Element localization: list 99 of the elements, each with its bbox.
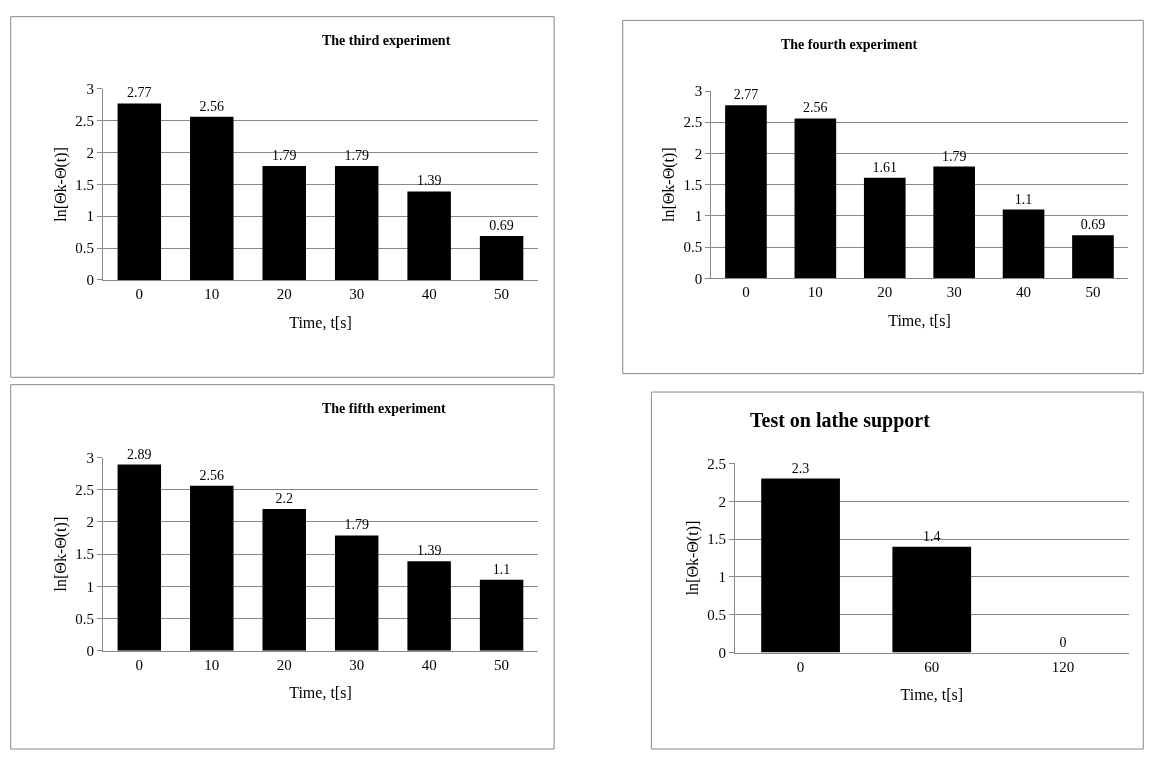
x-tick-label: 40 — [1016, 284, 1032, 301]
data-label: 2.77 — [733, 87, 759, 103]
x-tick-label: 50 — [1085, 284, 1101, 301]
bar — [407, 191, 451, 280]
data-label: 0.69 — [489, 217, 514, 233]
y-tick-label: 3 — [694, 83, 703, 100]
y-tick-label: 2.5 — [707, 455, 726, 472]
x-tick-label: 10 — [807, 284, 823, 301]
x-axis-title: Time, t[s] — [900, 686, 964, 704]
bar — [190, 485, 234, 651]
bar — [479, 579, 524, 651]
x-tick-label: 0 — [796, 658, 805, 675]
y-tick-label: 1.5 — [683, 176, 703, 193]
bar — [117, 103, 162, 280]
chart-title: Test on lathe support — [750, 409, 931, 432]
x-tick-label: 20 — [877, 284, 893, 301]
bar — [933, 166, 975, 279]
data-label: 1.79 — [344, 147, 369, 163]
data-label: 2.56 — [199, 98, 225, 114]
x-tick-label: 0 — [135, 285, 144, 302]
bar — [479, 235, 524, 280]
data-label: 1.4 — [923, 528, 941, 544]
y-tick-label: 2 — [718, 493, 726, 510]
data-label: 1.79 — [344, 517, 369, 533]
x-tick-label: 30 — [946, 284, 962, 301]
bar — [407, 561, 451, 651]
x-tick-label: 0 — [742, 284, 750, 301]
x-tick-label: 60 — [924, 658, 940, 675]
chart-title: The fifth experiment — [322, 401, 446, 416]
x-axis-title: Time, t[s] — [289, 684, 352, 702]
y-tick-label: 0.5 — [75, 240, 95, 257]
y-tick-label: 2 — [86, 144, 95, 161]
y-tick-label: 1 — [694, 208, 703, 225]
y-tick-label: 0.5 — [707, 607, 726, 624]
data-label: 1.39 — [416, 543, 442, 559]
y-tick-label: 1.5 — [75, 546, 95, 563]
y-tick-label: 0 — [694, 270, 703, 287]
bar — [725, 105, 767, 279]
data-label: 2.56 — [199, 467, 225, 483]
chart-title: The fourth experiment — [781, 37, 918, 52]
bar — [334, 535, 379, 651]
data-label: 2.56 — [803, 100, 828, 116]
bar — [863, 177, 906, 279]
x-tick-label: 10 — [204, 285, 220, 302]
y-axis-title: ln[Θk-Θ(t)] — [52, 147, 71, 222]
x-tick-label: 120 — [1051, 658, 1075, 675]
bar — [117, 464, 162, 651]
x-tick-label: 0 — [135, 656, 144, 673]
y-axis-title: ln[Θk-Θ(t)] — [684, 520, 703, 596]
data-label: 1.1 — [1014, 191, 1033, 207]
bar — [1002, 209, 1045, 279]
y-tick-label: 0.5 — [683, 239, 703, 256]
y-tick-label: 1 — [86, 208, 95, 225]
y-tick-label: 2 — [694, 145, 703, 162]
data-label: 0.69 — [1080, 217, 1106, 233]
x-tick-label: 40 — [421, 285, 437, 302]
bar — [262, 509, 306, 651]
data-label: 1.1 — [492, 561, 511, 577]
bar — [190, 116, 234, 280]
y-tick-label: 1.5 — [75, 176, 95, 193]
y-tick-label: 2 — [86, 514, 95, 531]
chart-title: The third experiment — [322, 33, 451, 48]
y-tick-label: 0.5 — [75, 610, 95, 627]
x-tick-label: 20 — [276, 656, 292, 673]
data-label: 2.2 — [275, 491, 293, 507]
data-label: 1.61 — [872, 159, 898, 175]
y-tick-label: 1 — [86, 578, 95, 595]
y-axis-title: ln[Θk-Θ(t)] — [660, 147, 679, 222]
y-tick-label: 2.5 — [75, 112, 95, 129]
x-axis-title: Time, t[s] — [888, 311, 951, 329]
bar — [794, 118, 837, 279]
data-label: 2.77 — [127, 85, 152, 101]
data-label: 1.79 — [271, 147, 297, 163]
data-label: 0 — [1059, 634, 1067, 650]
y-tick-label: 2.5 — [683, 114, 703, 131]
y-tick-label: 0 — [86, 272, 95, 289]
y-tick-label: 3 — [86, 449, 95, 466]
y-tick-label: 1 — [718, 569, 726, 586]
x-tick-label: 10 — [204, 656, 220, 673]
bar — [334, 165, 379, 280]
x-tick-label: 50 — [494, 656, 510, 673]
x-tick-label: 50 — [494, 285, 510, 302]
y-tick-label: 0 — [718, 644, 726, 661]
y-tick-label: 0 — [86, 642, 95, 659]
y-tick-label: 2.5 — [75, 481, 95, 498]
x-tick-label: 30 — [349, 285, 365, 302]
data-label: 1.39 — [416, 173, 442, 189]
y-axis-title: ln[Θk-Θ(t)] — [52, 516, 71, 592]
x-tick-label: 20 — [276, 285, 292, 302]
x-axis-title: Time, t[s] — [289, 313, 352, 331]
x-tick-label: 40 — [421, 656, 437, 673]
data-label: 2.89 — [127, 446, 152, 462]
data-label: 1.79 — [941, 148, 967, 164]
data-label: 2.3 — [791, 460, 810, 476]
y-tick-label: 3 — [86, 81, 95, 98]
bar — [1072, 235, 1114, 279]
y-tick-label: 1.5 — [707, 531, 726, 548]
bar — [262, 165, 306, 280]
x-tick-label: 30 — [349, 656, 365, 673]
